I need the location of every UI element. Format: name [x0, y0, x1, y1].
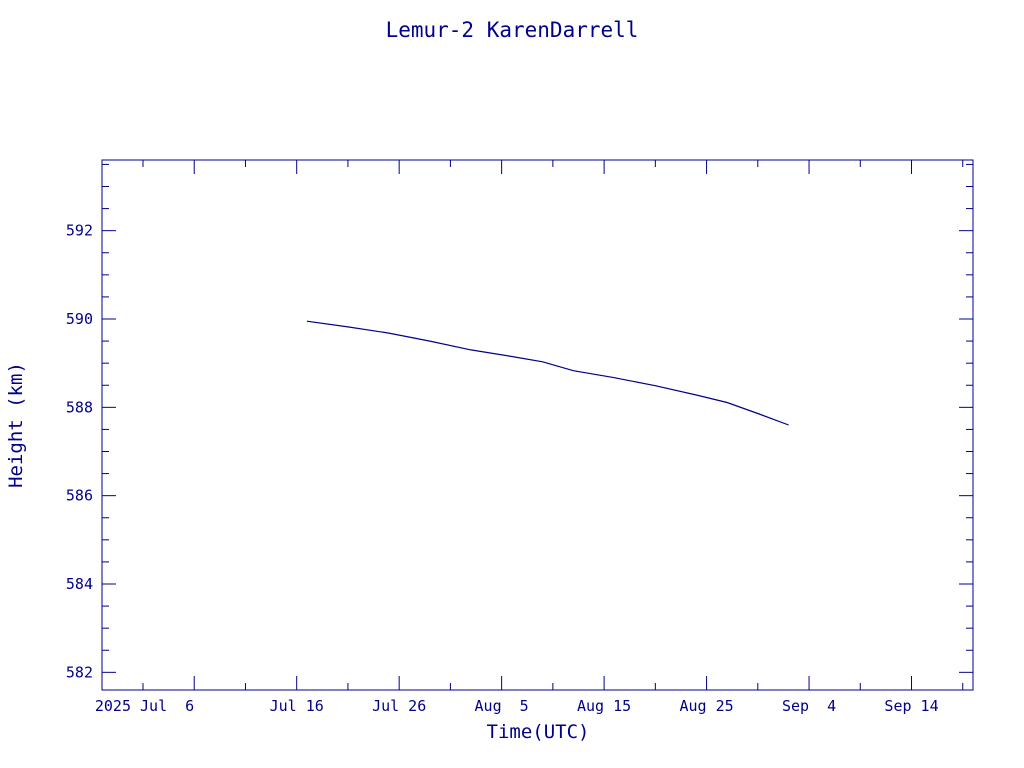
height-series-line	[306, 320, 789, 426]
x-tick-label: Sep 14	[884, 697, 938, 715]
y-tick-label: 588	[66, 398, 93, 416]
plot-frame	[101, 159, 974, 691]
x-tick-label: Jul 16	[270, 697, 324, 715]
y-axis: 582 584 586 588 590 592	[66, 163, 973, 681]
chart-title: Lemur-2 KarenDarrell	[386, 18, 639, 42]
x-tick-label: 2025 Jul 6	[95, 697, 194, 715]
y-axis-title: Height (km)	[5, 362, 27, 488]
y-tick-label: 584	[66, 575, 93, 593]
y-tick-label: 592	[66, 222, 93, 240]
y-tick-label: 590	[66, 310, 93, 328]
y-tick-label: 582	[66, 663, 93, 681]
x-axis-title: Time(UTC)	[487, 721, 590, 743]
x-tick-label: Sep 4	[782, 697, 836, 715]
x-tick-label: Aug 25	[679, 697, 733, 715]
x-axis: 2025 Jul 6 Jul 16 Jul 26 Aug 5 Aug 15 Aug 25 S…	[95, 160, 964, 715]
x-tick-label: Aug 15	[577, 697, 631, 715]
y-tick-label: 586	[66, 487, 93, 505]
x-tick-label: Aug 5	[475, 697, 529, 715]
x-tick-label: Jul 26	[372, 697, 426, 715]
